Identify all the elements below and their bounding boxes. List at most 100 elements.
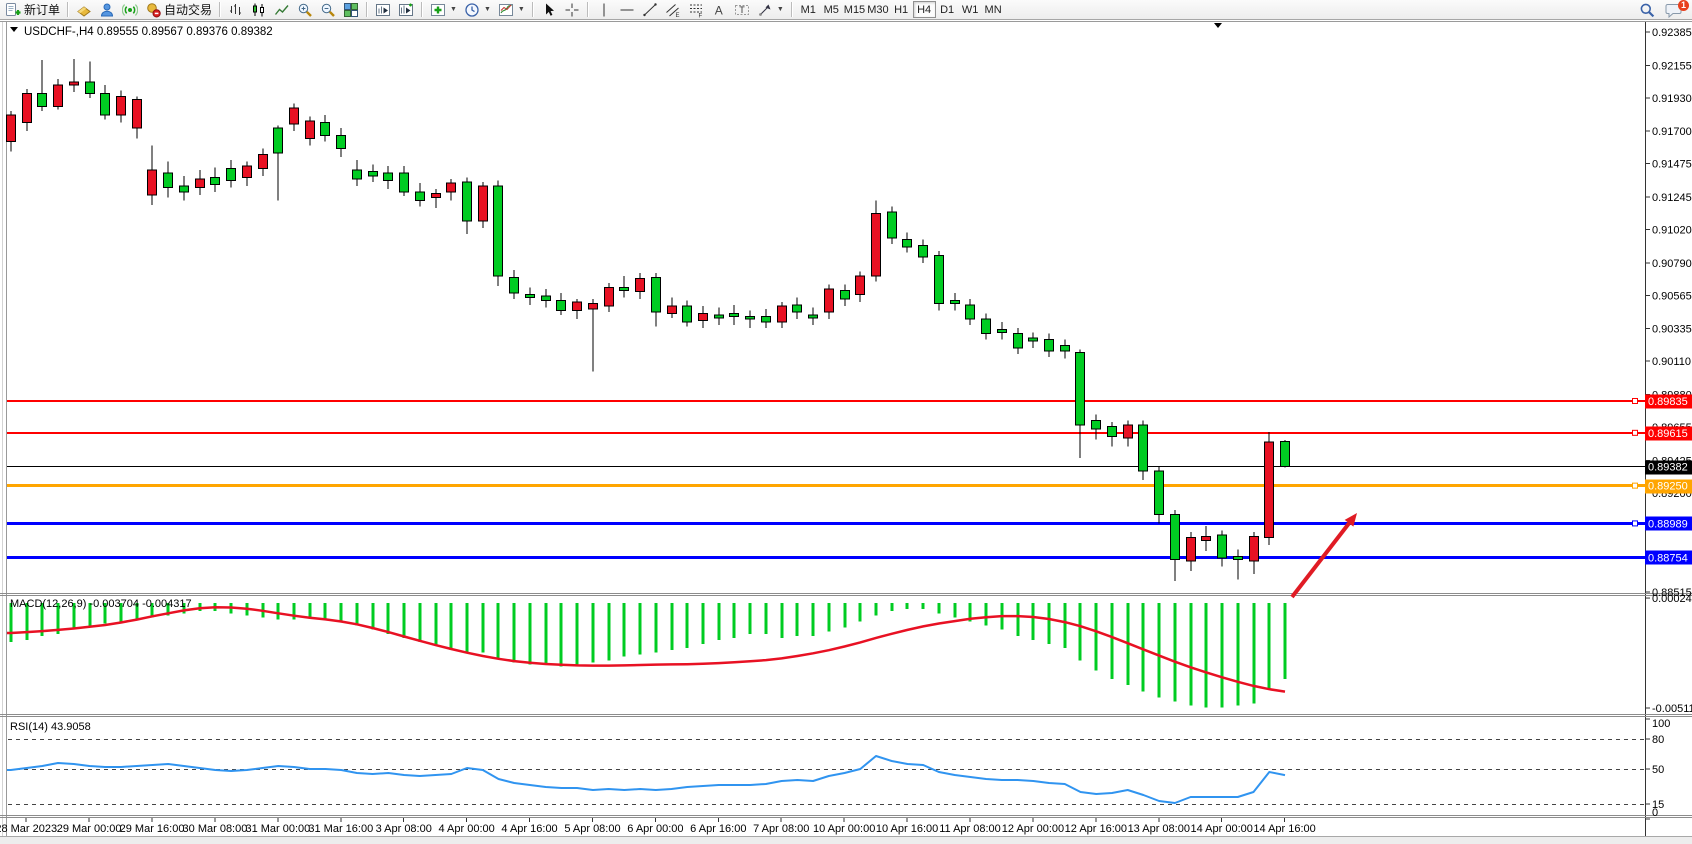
price-tick-label: 0.90565 — [1652, 290, 1692, 302]
chart-title: USDCHF-,H4 0.89555 0.89567 0.89376 0.893… — [10, 23, 1222, 38]
crosshair-tool-button[interactable] — [561, 1, 583, 19]
text-icon: A — [711, 2, 727, 18]
price-tick-label: 0.88515 — [1652, 587, 1692, 599]
candle — [493, 185, 503, 277]
line-handle[interactable] — [1632, 520, 1638, 527]
timeframe-h4-button[interactable]: H4 — [912, 1, 936, 18]
candle — [273, 127, 283, 154]
separator — [219, 2, 222, 17]
timeframe-m30-button[interactable]: M30 — [867, 3, 889, 16]
deposit-gold-icon — [76, 2, 92, 18]
price-tag — [1645, 479, 1692, 494]
rsi-axis-label: 50 — [1652, 764, 1664, 776]
candle — [1264, 441, 1274, 539]
vertical-line-tool-button[interactable] — [593, 1, 615, 19]
horizontal-line-tool-button[interactable] — [616, 1, 638, 19]
tile-windows-icon — [343, 2, 359, 18]
price-tick-label: 0.92155 — [1652, 60, 1692, 72]
horizontal-lines — [7, 399, 1645, 559]
candle — [210, 176, 220, 186]
candle — [556, 299, 566, 312]
price-tick-label: 0.91700 — [1652, 126, 1692, 138]
text-label-tool-button[interactable]: T — [731, 1, 753, 19]
cursor-tool-button[interactable] — [538, 1, 560, 19]
text-tool-button[interactable]: A — [708, 1, 730, 19]
arrows-tool-button[interactable]: ▼ — [754, 1, 787, 19]
chart-shift-marker[interactable] — [1214, 23, 1222, 28]
candle — [981, 318, 991, 335]
candle — [729, 312, 739, 317]
bar-chart-button[interactable] — [225, 1, 247, 19]
chevron-down-icon: ▼ — [776, 6, 784, 13]
zoom-out-button[interactable] — [317, 1, 339, 19]
one-click-trading-toggle[interactable] — [10, 27, 18, 32]
signals-button[interactable] — [119, 1, 141, 19]
price-tick-label: 0.90790 — [1652, 258, 1692, 270]
candle — [85, 81, 95, 94]
candle — [383, 172, 393, 181]
timeframe-m15-button[interactable]: M15 — [843, 3, 866, 16]
deposit-button[interactable] — [73, 1, 95, 19]
add-indicator-button[interactable]: ▼ — [427, 1, 460, 19]
search-button[interactable] — [1636, 1, 1658, 19]
candle — [619, 286, 629, 291]
candle — [289, 107, 299, 125]
autotrade-label: 自动交易 — [164, 3, 213, 17]
time-tick-label: 4 Apr 16:00 — [501, 823, 557, 835]
line-chart-button[interactable] — [271, 1, 293, 19]
autotrade-icon — [145, 2, 161, 18]
time-tick-label: 14 Apr 16:00 — [1253, 823, 1315, 835]
candle — [446, 182, 456, 193]
candle — [163, 172, 173, 189]
candle-chart-button[interactable] — [248, 1, 270, 19]
timeframe-h1-button[interactable]: H1 — [894, 3, 909, 16]
equidistant-channel-tool-button[interactable]: E — [662, 1, 684, 19]
candle — [1280, 441, 1290, 468]
timeframe-mn-button[interactable]: MN — [984, 3, 1002, 16]
line-handle[interactable] — [1632, 397, 1638, 404]
time-tick-label: 31 Mar 16:00 — [308, 823, 373, 835]
candle — [399, 172, 409, 193]
template-menu-button[interactable]: ▼ — [495, 1, 528, 19]
timeframe-group: M1 M5 M15 M30 H1 H4 D1 W1 MN — [797, 1, 1005, 18]
community-button[interactable] — [96, 1, 118, 19]
chat-button[interactable]: 1 — [1662, 0, 1689, 19]
price-tag — [1645, 460, 1692, 475]
rsi-axis-label: 100 — [1652, 718, 1670, 730]
svg-text:E: E — [675, 13, 679, 18]
line-handle[interactable] — [1632, 482, 1638, 489]
arrange-charts-shift-button[interactable] — [395, 1, 417, 19]
candle — [1217, 534, 1227, 559]
trend-arrow[interactable] — [1290, 513, 1357, 599]
zoom-in-button[interactable] — [294, 1, 316, 19]
candle — [53, 84, 63, 108]
time-tick-label: 10 Apr 00:00 — [813, 823, 875, 835]
timeframe-m1-button[interactable]: M1 — [800, 3, 816, 16]
price-tag — [1645, 394, 1692, 409]
trendline-tool-button[interactable] — [639, 1, 661, 19]
fibonacci-tool-button[interactable]: F — [685, 1, 707, 19]
timeframe-w1-button[interactable]: W1 — [961, 3, 979, 16]
tile-windows-button[interactable] — [340, 1, 362, 19]
timeframe-d1-button[interactable]: D1 — [940, 3, 955, 16]
candle — [336, 134, 346, 149]
new-order-button[interactable]: 新订单 — [2, 1, 63, 19]
rsi-axis-label: 0 — [1652, 807, 1658, 819]
timeframe-m5-button[interactable]: M5 — [823, 3, 839, 16]
svg-text:T: T — [739, 5, 745, 15]
chevron-down-icon: ▼ — [483, 6, 491, 13]
candle — [100, 92, 110, 116]
price-tag-label: 0.89382 — [1648, 462, 1688, 474]
candle — [478, 185, 488, 222]
time-tick-label: 28 Mar 2023 — [0, 823, 57, 835]
add-indicator-icon — [430, 2, 446, 18]
period-menu-button[interactable]: ▼ — [461, 1, 494, 19]
autotrade-button[interactable]: 自动交易 — [142, 1, 215, 19]
arrange-charts-button[interactable] — [372, 1, 394, 19]
candle — [887, 211, 897, 239]
chart-canvas[interactable]: 0.92385 0.92155 0.91930 0.91700 0.91475 0.912… — [0, 20, 1692, 844]
svg-text:A: A — [715, 3, 723, 17]
time-tick-label: 30 Mar 08:00 — [183, 823, 248, 835]
line-handle[interactable] — [1632, 429, 1638, 436]
separator — [790, 2, 793, 17]
